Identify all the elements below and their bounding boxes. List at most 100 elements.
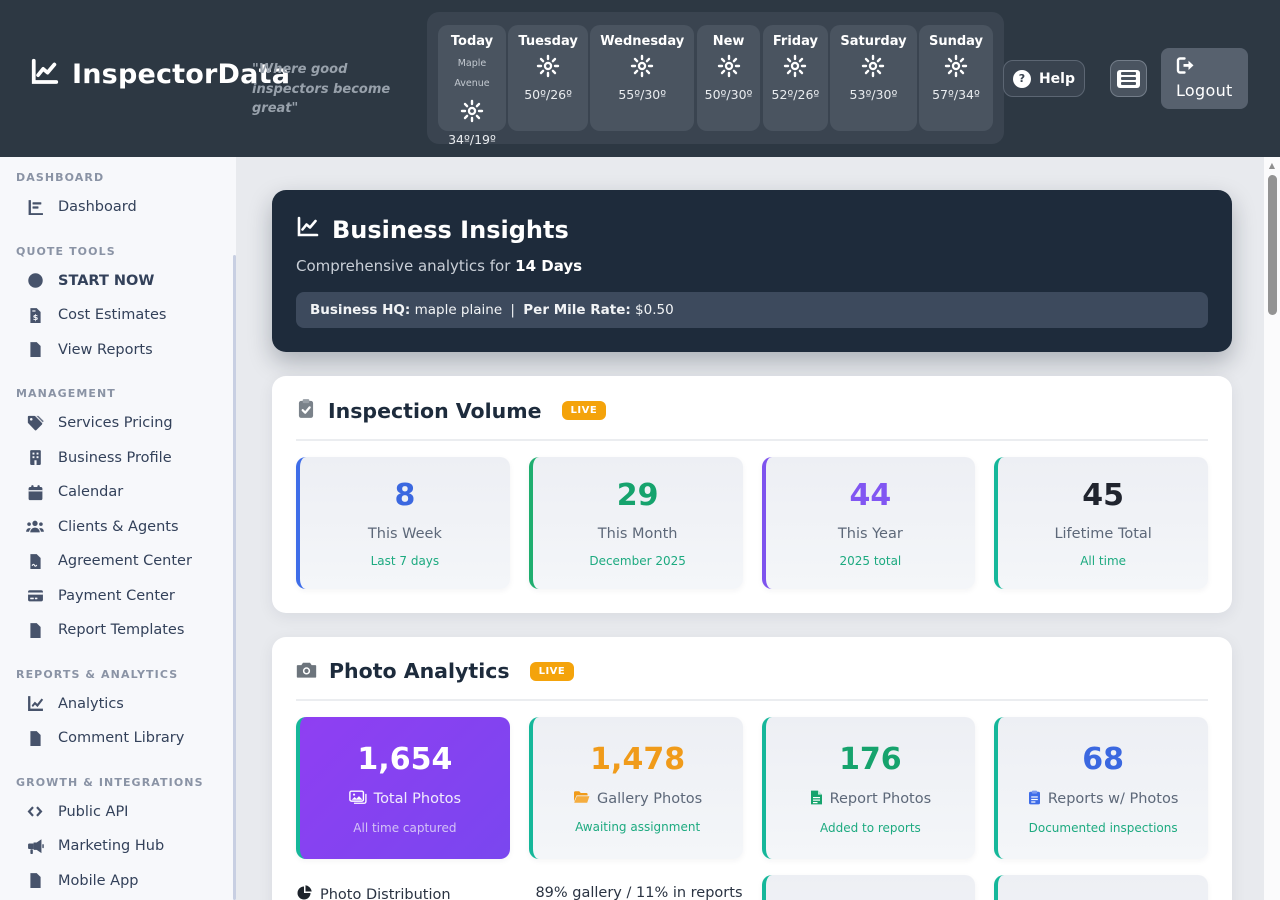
pie-chart-icon (296, 885, 312, 900)
sidebar-item-label: Dashboard (58, 199, 137, 216)
bullhorn-icon (26, 838, 44, 855)
sidebar-item-analytics[interactable]: Analytics (0, 687, 236, 722)
stat-label: Report Photos (810, 790, 931, 809)
main-content: Business Insights Comprehensive analytic… (236, 157, 1264, 900)
help-button[interactable]: ? Help (1003, 60, 1085, 97)
stat-lifetime-total: 45 Lifetime Total All time (994, 457, 1208, 589)
stat-label: This Week (367, 526, 442, 542)
app-header: InspectorData "Where good inspectors bec… (0, 0, 1280, 157)
sidebar-item-calendar[interactable]: Calendar (0, 475, 236, 510)
sidebar-item-label: Marketing Hub (58, 838, 165, 855)
camera-icon (296, 660, 317, 683)
file-icon (26, 730, 44, 747)
menu-button[interactable] (1110, 60, 1147, 97)
weather-temps: 50º/26º (524, 87, 573, 102)
calendar-icon (26, 484, 44, 501)
sun-icon (944, 54, 968, 82)
building-icon (26, 449, 44, 466)
tags-icon (26, 415, 44, 432)
stat-value: 176 (839, 741, 902, 777)
weather-day: Saturday (840, 34, 907, 49)
brand-logo: InspectorData (30, 57, 290, 91)
weather-day: Tuesday (518, 34, 578, 49)
weather-day: Friday (772, 34, 818, 49)
sidebar-item-report-templates[interactable]: Report Templates (0, 613, 236, 648)
logout-button-label: Logout (1176, 81, 1233, 100)
sidebar-item-label: Comment Library (58, 730, 185, 747)
sidebar-item-label: Clients & Agents (58, 518, 179, 535)
sidebar-scrollbar[interactable] (233, 255, 236, 900)
rate-value: $0.50 (635, 302, 674, 318)
stat-value: 44 (849, 478, 892, 513)
sidebar-item-label: Public API (58, 803, 129, 820)
help-button-label: Help (1038, 70, 1076, 87)
weather-card: Sunday 57º/34º (918, 25, 993, 131)
sidebar-item-marketing-hub[interactable]: Marketing Hub (0, 829, 236, 864)
weather-card: Saturday 53º/30º (830, 25, 917, 131)
sidebar-item-business-profile[interactable]: Business Profile (0, 441, 236, 476)
sidebar-section-growth-integrations: GROWTH & INTEGRATIONS (16, 775, 204, 789)
clipboard-check-icon (296, 398, 316, 423)
stat-report-photos: 176 Report Photos Added to reports (761, 717, 976, 859)
sidebar-item-agreement-center[interactable]: Agreement Center (0, 544, 236, 579)
brand-tagline: "Where good inspectors become great" (252, 62, 391, 116)
sun-icon (460, 99, 484, 127)
stat-sub: 2025 total (839, 554, 902, 568)
sun-icon (717, 54, 741, 82)
business-hq-bar: Business HQ: maple plaine | Per Mile Rat… (296, 292, 1208, 328)
file-invoice-dollar-icon: $ (26, 307, 44, 324)
sidebar-item-dashboard[interactable]: Dashboard (0, 190, 236, 225)
sidebar-item-label: Cost Estimates (58, 307, 167, 324)
weather-temps: 34º/19º (448, 131, 496, 147)
photo-analytics-title: Photo Analytics (329, 659, 510, 683)
page-scrollbar[interactable]: ▲ (1264, 157, 1280, 900)
sidebar-item-label: Agreement Center (58, 553, 192, 570)
line-chart-icon (26, 695, 44, 712)
sidebar-item-comment-library[interactable]: Comment Library (0, 721, 236, 756)
sidebar-item-public-api[interactable]: Public API (0, 795, 236, 830)
users-icon (26, 518, 44, 535)
sidebar-section-reports-analytics: REPORTS & ANALYTICS (16, 667, 179, 681)
stat-card-partial (761, 875, 976, 900)
stat-sub: Awaiting assignment (575, 820, 701, 834)
sidebar-item-services-pricing[interactable]: Services Pricing (0, 406, 236, 441)
stat-value: 1,478 (590, 742, 686, 777)
stat-value: 8 (394, 478, 416, 513)
stat-label: Lifetime Total (1054, 526, 1152, 542)
weather-temps: 50º/30º (704, 87, 753, 102)
hq-value: maple plaine (414, 302, 503, 318)
live-badge: LIVE (561, 401, 607, 420)
photo-distribution-value: 89% gallery / 11% in reports (535, 885, 743, 900)
weather-location: Maple Avenue (454, 58, 490, 89)
stat-gallery-photos: 1,478 Gallery Photos Awaiting assignment (528, 717, 743, 859)
weather-card: Wednesday 55º/30º (590, 25, 695, 131)
sidebar-item-cost-estimates[interactable]: $ Cost Estimates (0, 298, 236, 333)
stat-label: This Month (597, 526, 678, 542)
weather-card: Friday 52º/26º (762, 25, 828, 131)
sun-icon (536, 54, 560, 82)
weather-day: Today (450, 34, 494, 49)
scrollbar-thumb[interactable] (1267, 175, 1277, 315)
business-insights-card: Business Insights Comprehensive analytic… (272, 190, 1232, 352)
inspection-volume-title: Inspection Volume (328, 398, 542, 423)
stat-total-photos: 1,654 Total Photos All time captured (296, 717, 510, 859)
sidebar-item-view-reports[interactable]: View Reports (0, 333, 236, 368)
divider (296, 699, 1208, 701)
line-chart-icon (30, 57, 60, 91)
folder-open-icon (573, 790, 590, 808)
scroll-up-arrow[interactable]: ▲ (1268, 161, 1276, 170)
sidebar-item-mobile-app[interactable]: Mobile App (0, 864, 236, 899)
code-icon (26, 803, 44, 820)
photo-distribution-label: Photo Distribution (296, 875, 510, 900)
sidebar-item-payment-center[interactable]: Payment Center (0, 579, 236, 614)
bar-chart-icon (26, 199, 44, 216)
divider (296, 439, 1208, 441)
sidebar-section-quote-tools: QUOTE TOOLS (16, 244, 116, 258)
stat-sub: All time (1080, 554, 1127, 568)
sidebar-item-label: Business Profile (58, 449, 172, 466)
sidebar-item-label: Mobile App (58, 872, 139, 889)
sidebar-item-clients-agents[interactable]: Clients & Agents (0, 510, 236, 545)
file-icon (26, 622, 44, 639)
sidebar-item-start-now[interactable]: START NOW (0, 264, 236, 299)
logout-button[interactable]: Logout (1161, 48, 1248, 109)
